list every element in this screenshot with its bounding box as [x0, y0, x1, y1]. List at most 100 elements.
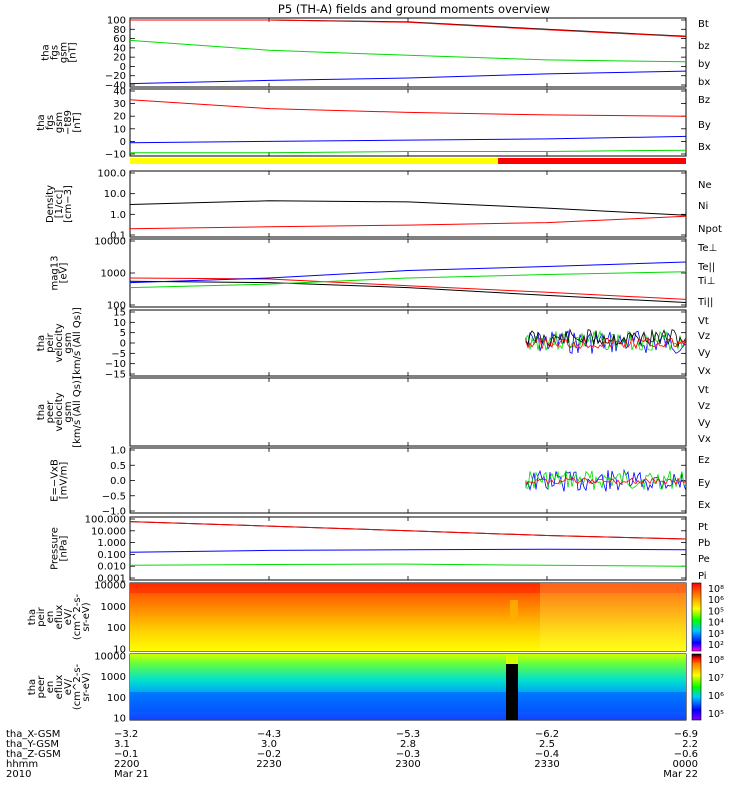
x-axis-value: −6.2: [535, 729, 559, 740]
legend-entry: Vx: [698, 434, 711, 445]
y-axis-label: eV/: [63, 678, 74, 695]
colorbar-tick-label: 10³: [708, 629, 724, 640]
y-axis-label: en: [45, 681, 56, 694]
legend-entry: Bx: [698, 142, 711, 153]
y-axis-label: velocity: [54, 323, 65, 362]
series-line-By: [130, 149, 687, 154]
x-axis-value: −0.6: [674, 749, 698, 760]
noise-trace: [525, 336, 687, 350]
y-axis-label: en: [45, 611, 56, 624]
y-axis-label: Density: [45, 185, 56, 223]
panel-temperature: 10000 1000 100 mag13[eV] Te⊥ Te|| Ti⊥ Ti||: [50, 237, 718, 312]
y-tick-label: 1000: [101, 602, 126, 613]
y-axis-label: [km/s (All Qs)]: [72, 307, 83, 379]
series-line-Ne: [129, 215, 687, 230]
y-tick-label: 100.0: [97, 169, 126, 180]
y-axis-label: Pressure: [50, 527, 61, 570]
y-tick-label: 0.010: [97, 562, 126, 573]
y-axis-label: [nT]: [68, 42, 79, 62]
colorbar-tick-label: 10⁶: [708, 691, 724, 702]
y-tick-label: −0.5: [102, 491, 126, 502]
colorbar-peer: [691, 653, 702, 721]
x-axis-row-label: hhmm: [6, 759, 38, 770]
y-axis-label: eV/: [63, 608, 74, 625]
legend-entry: bx: [698, 77, 710, 88]
noise-trace: [525, 477, 687, 485]
series-line-Te||: [129, 280, 687, 303]
y-tick-label: 0.001: [97, 574, 126, 585]
y-tick-label: 0: [120, 137, 126, 148]
panel-frame: [129, 88, 687, 157]
y-tick-label: 10000: [94, 237, 126, 248]
y-tick-label: −15: [105, 370, 126, 381]
colorbar-tick-label: 10²: [708, 640, 724, 651]
y-tick-label: 40: [113, 43, 126, 54]
legend-entry: Ey: [698, 478, 710, 489]
y-axis-label: fgs: [50, 45, 61, 60]
y-tick-label: 5: [120, 328, 126, 339]
colorbar-tick-label: 10⁸: [708, 655, 724, 666]
y-tick-label: 40: [113, 87, 126, 98]
y-tick-label: −10: [105, 150, 126, 161]
y-axis-label: [cm−3]: [63, 185, 74, 223]
x-axis-value: 2300: [395, 759, 420, 770]
series-line-Ni: [129, 200, 687, 216]
legend-entry: Pi: [698, 571, 707, 582]
x-axis-value: −6.9: [674, 729, 698, 740]
y-axis-label: [1/cc]: [54, 190, 65, 219]
x-axis-value: −0.2: [257, 749, 281, 760]
y-tick-label: 0.5: [110, 461, 126, 472]
colorbar-tick-label: 10⁷: [708, 673, 724, 684]
x-axis-value: 2230: [256, 759, 281, 770]
legend-entry: Vx: [698, 366, 711, 377]
y-axis-label: (cm^2-s-: [72, 663, 83, 710]
y-axis-label: eflux: [54, 605, 65, 630]
colorbar-tick-label: 10⁸: [708, 584, 724, 595]
x-axis-value: 2.5: [539, 739, 555, 750]
legend-entry: Pb: [698, 538, 710, 549]
y-axis-label: sr-eV): [81, 602, 92, 631]
y-tick-label: 20: [113, 112, 126, 123]
colorbar-tick-label: 10⁶: [708, 595, 724, 606]
y-tick-label: −40: [105, 81, 126, 92]
legend-entry: Ni: [698, 201, 708, 212]
y-tick-label: −20: [105, 71, 126, 82]
y-axis-label: tha: [41, 44, 52, 60]
y-axis-label: velocity: [54, 392, 65, 431]
y-tick-label: 1.0: [110, 446, 126, 457]
x-axis-value: 0000: [673, 759, 698, 770]
x-axis-row-label: tha_X-GSM: [6, 729, 60, 740]
x-axis-value: −4.3: [257, 729, 281, 740]
series-line-Pi: [129, 548, 687, 553]
y-tick-label: 100.000: [85, 515, 126, 526]
y-axis-label: tha: [36, 404, 47, 420]
x-axis-value: −0.1: [114, 749, 138, 760]
x-axis-value: 2.8: [400, 739, 416, 750]
y-axis-label: E=−VxB: [50, 459, 61, 502]
y-axis-label: peir: [36, 606, 47, 626]
y-tick-label: 10.000: [91, 526, 126, 537]
figure-title: P5 (TH-A) fields and ground moments over…: [278, 2, 550, 16]
panel-frame: [129, 17, 687, 88]
y-tick-label: 1.000: [97, 538, 126, 549]
x-axis-value: 2200: [114, 759, 139, 770]
y-axis-label: peer: [36, 675, 47, 699]
y-axis-label: peer: [45, 400, 56, 424]
y-tick-label: −1.0: [102, 507, 126, 518]
y-tick-label: 10: [113, 318, 126, 329]
y-tick-label: 1000: [101, 672, 126, 683]
y-axis-label: eflux: [54, 675, 65, 700]
status-bar: [130, 158, 686, 164]
y-tick-label: 0: [120, 339, 126, 350]
x-axis-value: −5.3: [396, 729, 420, 740]
y-axis-label: [eV]: [59, 263, 70, 284]
y-tick-label: 20: [113, 53, 126, 64]
y-axis-label: [mV/m]: [59, 462, 70, 500]
legend-entry: Vz: [698, 401, 710, 412]
y-axis-label: (cm^2-s-: [72, 593, 83, 640]
legend-entry: Te⊥: [697, 243, 717, 254]
y-tick-label: 60: [113, 34, 126, 45]
y-axis-label: peir: [45, 332, 56, 352]
y-tick-label: 10000: [94, 652, 126, 663]
